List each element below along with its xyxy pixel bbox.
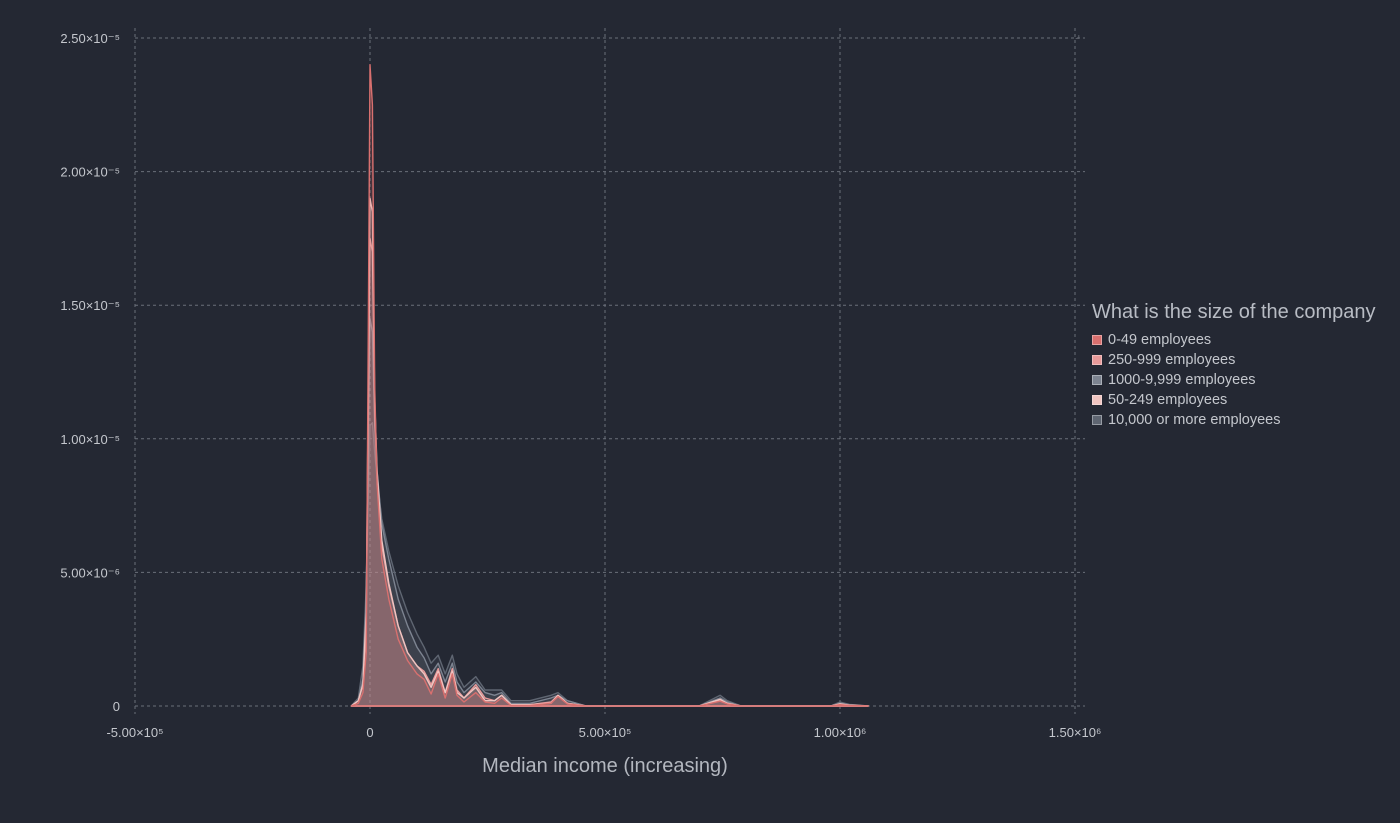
legend-swatch: [1092, 355, 1102, 365]
legend-swatch: [1092, 375, 1102, 385]
x-tick-label: 1.00×10⁶: [814, 725, 867, 740]
legend-item[interactable]: 10,000 or more employees: [1092, 410, 1375, 430]
y-tick-label: 2.00×10⁻⁵: [60, 165, 120, 180]
legend-item[interactable]: 50-249 employees: [1092, 390, 1375, 410]
legend-label: 250-999 employees: [1108, 352, 1236, 368]
y-tick-label: 5.00×10⁻⁶: [60, 565, 120, 580]
legend-label: 1000-9,999 employees: [1108, 372, 1256, 388]
x-tick-label: 0: [366, 725, 373, 740]
density-series-1: [350, 237, 869, 707]
legend: What is the size of the company 0-49 emp…: [1092, 301, 1375, 430]
legend-swatch: [1092, 335, 1102, 345]
x-tick-label: 1.50×10⁶: [1049, 725, 1102, 740]
corner-mark-icon: ⌟: [1075, 29, 1081, 41]
legend-item[interactable]: 1000-9,999 employees: [1092, 370, 1375, 390]
legend-items: 0-49 employees 250-999 employees 1000-9,99…: [1092, 330, 1375, 430]
y-tick-label: 1.50×10⁻⁵: [60, 298, 120, 313]
y-tick-label: 0: [113, 699, 120, 714]
density-areas: [350, 64, 869, 707]
legend-item[interactable]: 250-999 employees: [1092, 350, 1375, 370]
legend-label: 0-49 employees: [1108, 332, 1212, 348]
density-series-4: [350, 422, 869, 707]
y-tick-labels: 0 5.00×10⁻⁶ 1.00×10⁻⁵ 1.50×10⁻⁵ 2.00×10⁻⁵ 2.5…: [60, 31, 120, 714]
legend-swatch: [1092, 415, 1102, 425]
x-axis-label: Median income (increasing): [482, 755, 728, 777]
legend-swatch: [1092, 395, 1102, 405]
x-tick-label: 5.00×10⁵: [579, 725, 632, 740]
grid-lines: [134, 28, 1085, 714]
y-tick-label: 2.50×10⁻⁵: [60, 31, 120, 46]
legend-title: What is the size of the company: [1092, 301, 1376, 323]
density-series-3: [350, 197, 869, 707]
x-tick-label: -5.00×10⁵: [106, 725, 163, 740]
legend-item[interactable]: 0-49 employees: [1092, 330, 1375, 350]
density-series-2: [350, 317, 869, 707]
legend-label: 10,000 or more employees: [1108, 412, 1281, 428]
y-tick-label: 1.00×10⁻⁵: [60, 432, 120, 447]
density-series-0: [350, 64, 869, 707]
legend-label: 50-249 employees: [1108, 392, 1228, 408]
x-tick-labels: -5.00×10⁵ 0 5.00×10⁵ 1.00×10⁶ 1.50×10⁶: [106, 725, 1101, 740]
